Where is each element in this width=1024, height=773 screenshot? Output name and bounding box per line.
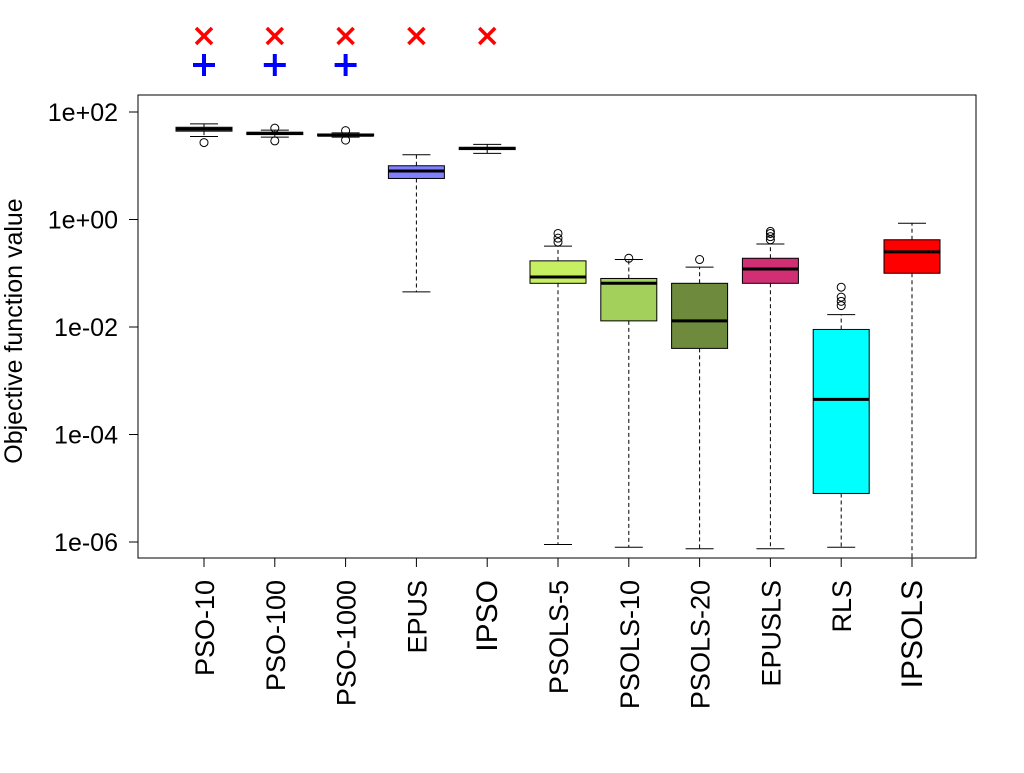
iqr-box bbox=[883, 239, 941, 274]
significance-markers bbox=[193, 26, 497, 76]
y-tick-label: 1e-02 bbox=[54, 314, 118, 342]
outlier-point bbox=[765, 226, 775, 236]
outlier-point bbox=[836, 296, 846, 306]
x-axis: PSO-10 PSO-100 PSO-1000 EPUS IPSO PSOLS-5 PSOL… bbox=[190, 557, 929, 709]
plus-marker bbox=[334, 54, 357, 76]
plus-marker bbox=[193, 54, 215, 76]
box-rls bbox=[812, 282, 870, 548]
plus-marker bbox=[263, 54, 286, 76]
y-tick-label: 1e-04 bbox=[54, 422, 118, 450]
box-ipso bbox=[458, 143, 516, 154]
x-tick-label: PSOLS-5 bbox=[544, 580, 574, 694]
cross-marker bbox=[194, 26, 214, 46]
outlier-point bbox=[765, 232, 775, 242]
y-tick-label: 1e-06 bbox=[54, 529, 118, 557]
iqr-box bbox=[812, 328, 870, 494]
box-epus bbox=[387, 154, 445, 293]
outlier-point bbox=[270, 123, 280, 133]
y-axis-label: Objective function value bbox=[0, 198, 28, 463]
outlier-point bbox=[341, 135, 351, 145]
y-axis: 1e-06 1e-04 1e-02 1e+00 1e+02 bbox=[48, 99, 139, 557]
box-psols-5 bbox=[529, 228, 587, 545]
y-tick-label: 1e+02 bbox=[48, 99, 118, 127]
cross-marker bbox=[265, 26, 285, 46]
box-epusls bbox=[741, 226, 799, 550]
outlier-point bbox=[836, 282, 846, 292]
box-psols-10 bbox=[600, 253, 658, 548]
x-tick-label: PSOLS-10 bbox=[615, 580, 645, 709]
boxes-layer bbox=[175, 123, 941, 558]
x-tick-label: PSO-1000 bbox=[332, 580, 362, 706]
outlier-point bbox=[553, 233, 563, 243]
box-psols-20 bbox=[671, 255, 729, 550]
box-pso-10 bbox=[175, 123, 233, 148]
x-tick-label: IPSO bbox=[471, 580, 504, 652]
x-tick-label: EPUS bbox=[402, 580, 432, 654]
outlier-point bbox=[836, 292, 846, 302]
x-tick-label: PSOLS-20 bbox=[686, 580, 716, 709]
outlier-point bbox=[199, 138, 209, 148]
iqr-box bbox=[600, 277, 658, 322]
iqr-box bbox=[741, 257, 799, 284]
outlier-point bbox=[836, 301, 846, 311]
outlier-point bbox=[553, 228, 563, 238]
iqr-box bbox=[671, 282, 729, 349]
outlier-point bbox=[695, 255, 705, 265]
cross-marker bbox=[477, 26, 497, 46]
box-pso-1000 bbox=[317, 126, 375, 145]
box-ipsols bbox=[883, 222, 941, 558]
x-tick-label: IPSOLS bbox=[896, 580, 929, 688]
x-tick-label: EPUSLS bbox=[756, 580, 786, 687]
outlier-point bbox=[270, 136, 280, 146]
iqr-box bbox=[529, 260, 587, 284]
cross-marker bbox=[336, 26, 355, 46]
x-tick-label: RLS bbox=[827, 580, 857, 633]
x-tick-label: PSO-100 bbox=[261, 580, 291, 691]
cross-marker bbox=[407, 26, 426, 46]
outlier-point bbox=[624, 253, 634, 263]
x-tick-label: PSO-10 bbox=[190, 580, 220, 676]
outlier-point bbox=[553, 237, 563, 247]
y-tick-label: 1e+00 bbox=[48, 207, 118, 235]
outlier-point bbox=[341, 126, 351, 136]
box-pso-100 bbox=[246, 123, 304, 146]
